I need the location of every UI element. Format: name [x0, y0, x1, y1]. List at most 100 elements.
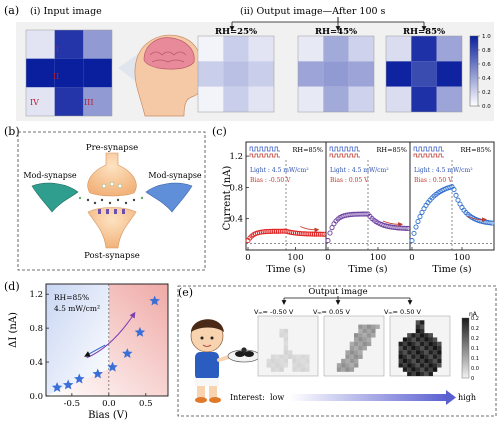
colorbar-a-ticks: 1.0 0.8 0.6 0.4 0.2 0.0	[478, 34, 491, 110]
panel-d-point-5	[122, 348, 133, 359]
fruit-0-px-9-9	[296, 354, 301, 359]
panel-c-light-0: Light : 4.5 mW/cm²	[250, 167, 309, 174]
fruit-0-px-10-11	[305, 358, 310, 364]
fruit-2-px-4-8	[424, 333, 429, 338]
fruit-1-px-3-9	[362, 328, 367, 334]
input-cell-1-2	[83, 58, 112, 88]
panel-d-light: 4.5 mW/cm²	[54, 304, 100, 313]
output-1-cell-2-1	[323, 86, 349, 112]
fruit-1-px-10-4	[341, 358, 346, 364]
panel-c-light-1: Light : 4.5 mW/cm²	[330, 167, 389, 174]
fruit-2-px-1-6	[415, 320, 421, 325]
panel-c-xtick-label-0-1: 100	[287, 253, 303, 263]
post-synapse-label: Post-synapse	[84, 251, 140, 261]
fruit-2-px-5-4	[407, 337, 412, 342]
fruit-2-px-10-5	[411, 358, 416, 364]
mod-synapse-left-label: Mod-synapse	[23, 171, 77, 180]
panel-c-rh-2: RH=85%	[461, 146, 491, 154]
synapse-vesicles	[78, 181, 144, 214]
fruit-2-px-11-5	[411, 363, 416, 368]
fruit-2-px-9-2	[398, 354, 403, 359]
input-image-grid	[25, 29, 113, 117]
fruit-2-px-12-9	[428, 367, 433, 372]
panel-c-wave-blue-1	[329, 146, 360, 152]
output-0-cell-1-1	[223, 61, 249, 87]
panel-c-point-2-0	[409, 238, 415, 244]
fruit-2-px-6-10	[432, 341, 438, 347]
fruit-1-px-6-7	[354, 341, 359, 347]
fruit-1-px-11-5	[345, 363, 350, 368]
panel-d-point-4	[107, 361, 118, 372]
fruit-2-px-7-6	[415, 346, 421, 351]
fruit-2-px-4-9	[428, 333, 433, 338]
panel-c-light-2: Light : 4.5 mW/cm²	[414, 167, 473, 174]
fruit-2-px-13-4	[407, 371, 412, 377]
fruit-2-px-1-7	[420, 320, 425, 325]
fruit-2-px-13-5	[411, 371, 416, 377]
fruit-0-px-3-5	[279, 328, 284, 334]
panel-d-ytick-label-3: 1.2	[29, 290, 43, 300]
post-synapse-shape	[87, 207, 137, 249]
panel-c-wave-blue-2	[413, 146, 444, 152]
fruit-2-px-10-7	[420, 358, 425, 364]
fruit-1-px-4-8	[358, 333, 363, 338]
fruit-2-px-12-10	[432, 367, 438, 372]
fruit-2-px-7-3	[402, 346, 408, 351]
fruit-1-px-7-6	[349, 346, 355, 351]
output-0-cell-0-1	[223, 36, 249, 62]
panel-c-wave-red-2	[413, 153, 444, 158]
fruit-0-px-10-9	[296, 358, 301, 364]
panel-c-wave-red-1	[329, 153, 360, 158]
panel-label-c: (c)	[212, 125, 227, 138]
fruit-0-px-10-4	[275, 358, 280, 364]
fruit-2-px-5-5	[411, 337, 416, 342]
output-2-cell-0-2	[436, 36, 462, 62]
panel-c-point-2-1	[411, 230, 417, 236]
input-cell-2-2	[83, 87, 112, 116]
fruit-1-px-7-8	[358, 346, 363, 351]
colorbar-a-tick-label-2: 0.6	[482, 62, 491, 68]
panel-c-xtick-label-0-0: 0	[245, 253, 250, 263]
colorbar-e-ticks: 0.2 0.2 0.2 0.1 0.1 0.0 0	[471, 316, 479, 382]
fruit-2-px-6-4	[407, 341, 412, 347]
fruit-0-px-9-10	[300, 354, 306, 359]
panel-c-point-1-0	[325, 238, 331, 244]
panel-c-ylabel: Current (nA)	[222, 166, 233, 231]
colorbar-e-tick-label-1: 0.2	[471, 326, 479, 332]
panel-d-ytick-label-1: 0.4	[29, 358, 43, 368]
fruit-0-px-12-5	[279, 367, 284, 372]
panel-d-xtick-label-1: 0.0	[102, 399, 116, 409]
fruit-1-px-12-5	[345, 367, 350, 372]
input-cell-0-2	[83, 30, 112, 59]
interest-label: Interest:	[230, 393, 265, 402]
panel-c-ytick-label-2: 1.2	[229, 152, 243, 162]
interest-high: high	[458, 393, 476, 402]
panel-c-rh-1: RH=85%	[377, 146, 407, 154]
pre-synapse-shape	[87, 152, 137, 197]
fruit-2-px-7-10	[432, 346, 438, 351]
fruit-2-px-11-7	[420, 363, 425, 368]
panel-d-blue-region	[46, 284, 109, 396]
output-2-cell-2-0	[386, 86, 412, 112]
fruit-2-px-4-7	[420, 333, 425, 338]
output-2-cell-1-1	[411, 61, 437, 87]
fruit-1-px-9-6	[349, 354, 355, 359]
panel-c-point-2-2	[413, 224, 419, 230]
fruit-1-px-8-5	[345, 350, 350, 355]
fruit-1-px-5-9	[362, 337, 367, 342]
fruit-2-px-9-7	[420, 354, 425, 359]
fruit-0-px-9-8	[292, 354, 297, 359]
fruit-2-px-10-10	[432, 358, 438, 364]
output-0-cell-0-0	[198, 36, 224, 62]
panel-c-frame	[245, 141, 495, 251]
fruit-2-px-8-11	[437, 350, 442, 355]
fruit-1-px-2-10	[366, 324, 372, 329]
panel-d-point-6	[134, 326, 146, 337]
fruit-0-px-6-6	[283, 341, 289, 347]
fruit-2-px-9-11	[437, 354, 442, 359]
fruit-0-px-9-7	[288, 354, 293, 359]
fruit-2-px-8-9	[428, 350, 433, 355]
fruit-2-px-4-4	[407, 333, 412, 338]
fruit-2-px-13-8	[424, 371, 429, 377]
